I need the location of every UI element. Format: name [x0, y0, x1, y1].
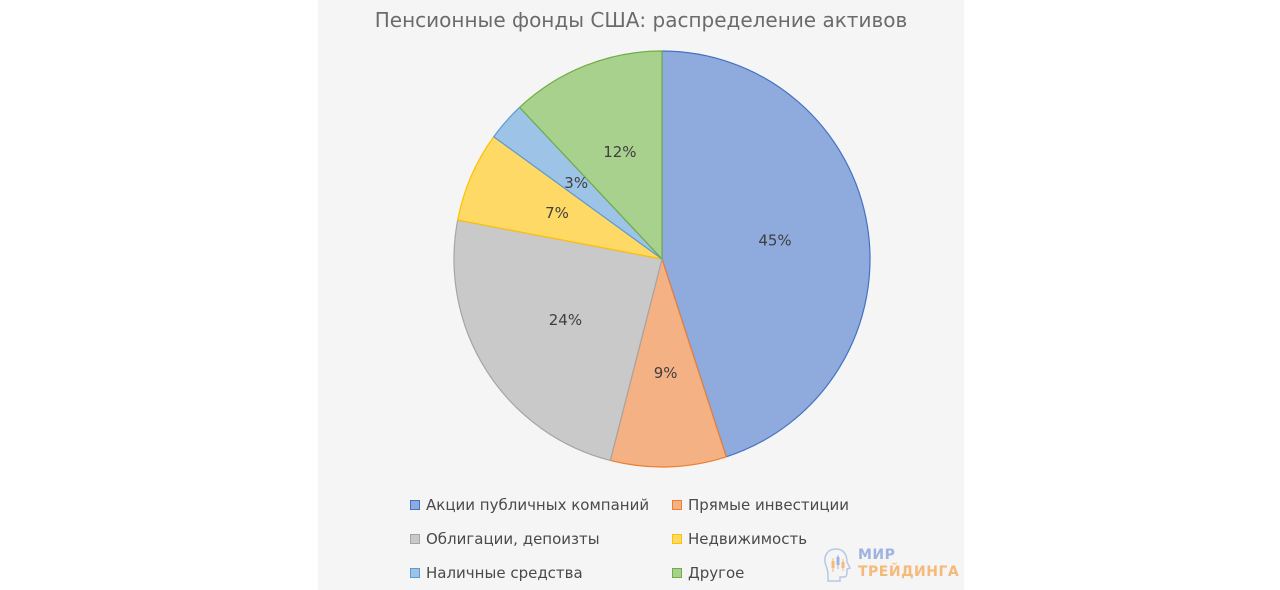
logo-text-line2: ТРЕЙДИНГА	[858, 564, 960, 580]
legend-swatch-1	[410, 500, 420, 510]
legend-swatch-4	[672, 534, 682, 544]
legend-item-1: Акции публичных компаний	[410, 494, 649, 516]
legend-label-2: Прямые инвестиции	[688, 496, 850, 514]
legend-label-1: Акции публичных компаний	[426, 496, 650, 514]
legend-swatch-3	[410, 534, 420, 544]
legend-label-5: Наличные средства	[426, 564, 583, 582]
legend-swatch-5	[410, 568, 420, 578]
legend-item-4: Недвижимость	[672, 528, 807, 550]
legend-swatch-2	[672, 500, 682, 510]
pie-slice-1	[661, 50, 871, 458]
legend-item-5: Наличные средства	[410, 562, 583, 584]
pie-slice-2	[609, 258, 727, 468]
legend: Акции публичных компаний Прямые инвестици…	[410, 492, 870, 588]
data-label-4: 7%	[545, 204, 569, 222]
chart-panel: Пенсионные фонды США: распределение акти…	[318, 0, 964, 590]
pie-slice-6	[519, 50, 663, 260]
legend-item-6: Другое	[672, 562, 744, 584]
head-candles-icon	[824, 548, 852, 582]
legend-label-6: Другое	[688, 564, 745, 582]
legend-swatch-6	[672, 568, 682, 578]
data-label-1: 45%	[758, 232, 791, 250]
legend-label-3: Облигации, депоизты	[426, 530, 600, 548]
logo-text-line1: МИР	[858, 547, 896, 563]
data-label-2: 9%	[654, 364, 678, 382]
legend-item-3: Облигации, депоизты	[410, 528, 600, 550]
pie-chart: 45% 9% 24% 7% 3% 12%	[453, 50, 871, 468]
data-label-3: 24%	[549, 311, 582, 329]
logo: МИР ТРЕЙДИНГА	[822, 545, 962, 585]
legend-label-4: Недвижимость	[688, 530, 808, 548]
pie-slice-3	[453, 219, 663, 462]
data-label-5: 3%	[564, 174, 588, 192]
chart-title: Пенсионные фонды США: распределение акти…	[374, 8, 908, 32]
legend-item-2: Прямые инвестиции	[672, 494, 849, 516]
data-label-6: 12%	[603, 143, 636, 161]
